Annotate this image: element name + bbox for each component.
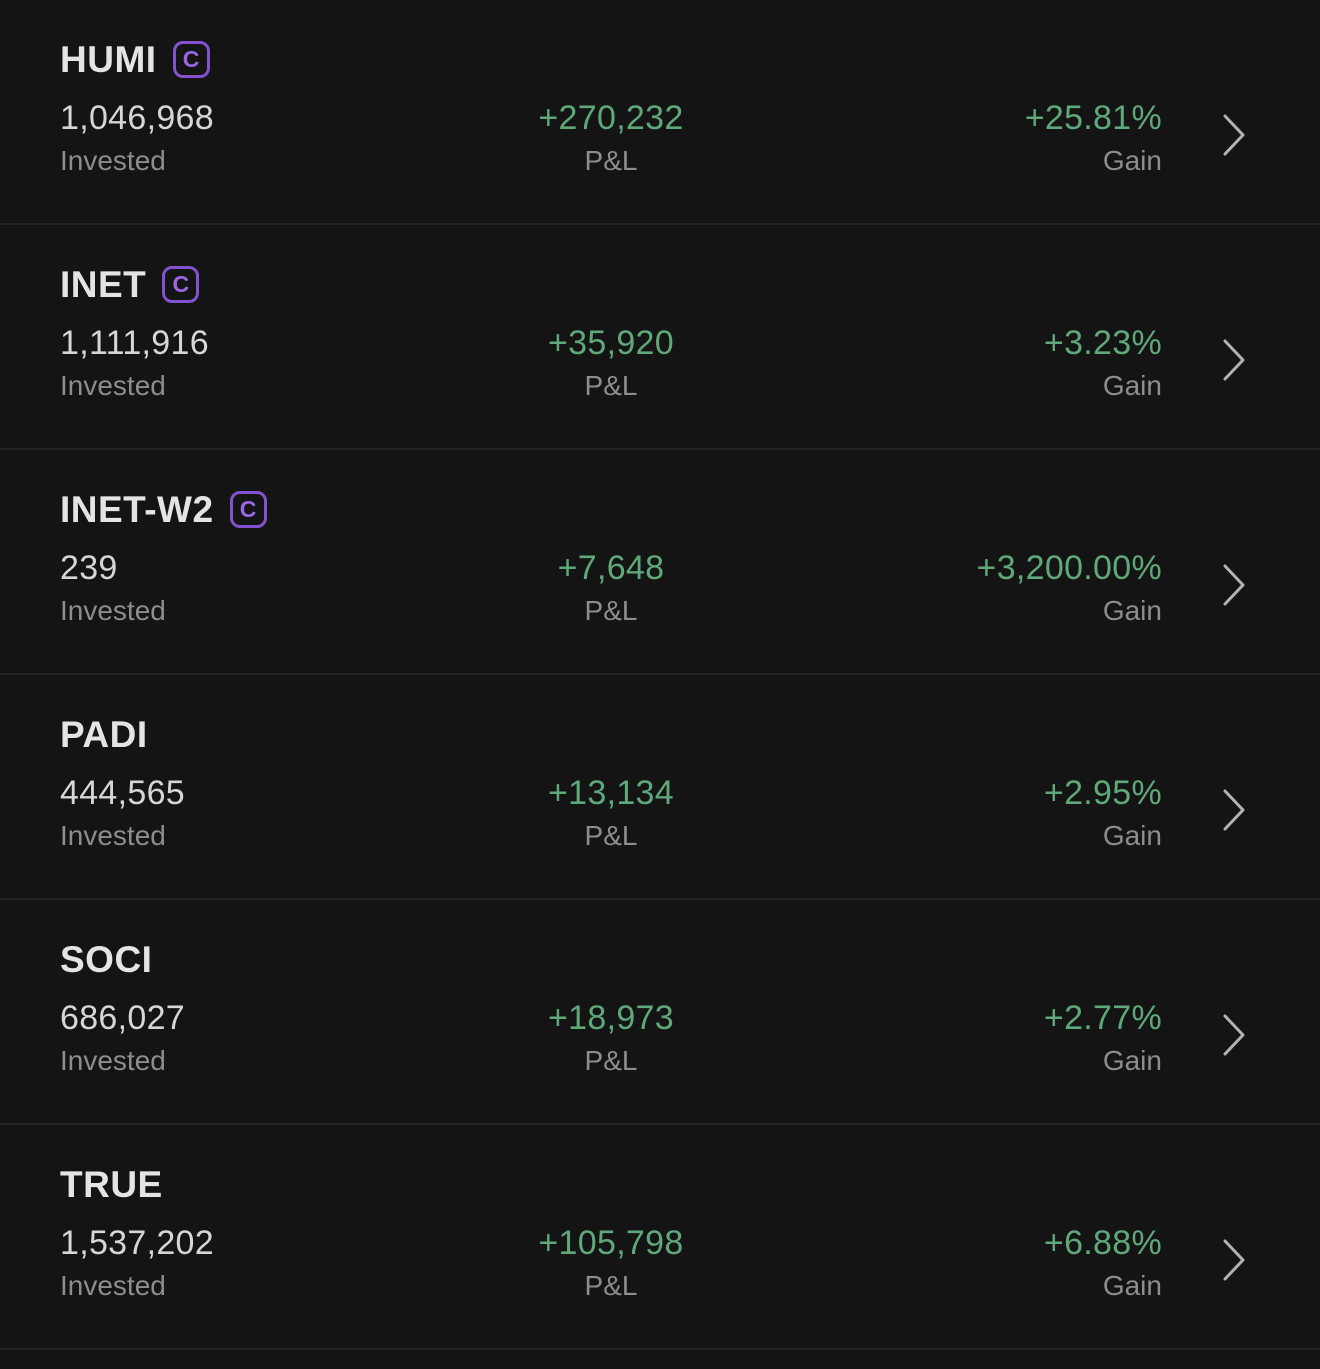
holding-stats: 239 Invested +7,648 P&L +3,200.00% Gain [0, 548, 1320, 627]
pnl-label: P&L [584, 370, 638, 401]
pnl-stat: +18,973 P&L [427, 998, 794, 1077]
invested-value: 686,027 [60, 999, 186, 1037]
gain-label: Gain [1102, 370, 1162, 401]
holding-stats: 686,027 Invested +18,973 P&L +2.77% Gain [0, 998, 1320, 1077]
ticker-line: INET C [60, 261, 1320, 307]
gain-value: +3,200.00% [976, 549, 1162, 587]
chevron-right-icon [1220, 562, 1248, 608]
holding-stats: 444,565 Invested +13,134 P&L +2.95% Gain [0, 773, 1320, 852]
invested-label: Invested [60, 370, 166, 401]
holding-stats: 1,111,916 Invested +35,920 P&L +3.23% Ga… [0, 323, 1320, 402]
pnl-value: +105,798 [538, 1224, 684, 1262]
holding-row[interactable]: TRUE 1,537,202 Invested +105,798 P&L +6.… [0, 1125, 1320, 1350]
conditional-c-badge-icon: C [162, 265, 200, 303]
gain-label: Gain [1102, 595, 1162, 626]
ticker-line: SOCI [60, 936, 1320, 982]
gain-label: Gain [1102, 1270, 1162, 1301]
ticker-symbol: PADI [60, 713, 148, 755]
invested-label: Invested [60, 595, 166, 626]
conditional-c-badge-icon: C [172, 40, 210, 78]
pnl-stat: +7,648 P&L [427, 548, 794, 627]
pnl-label: P&L [584, 1270, 638, 1301]
gain-label: Gain [1102, 1045, 1162, 1076]
chevron-right-icon [1220, 337, 1248, 383]
invested-label: Invested [60, 145, 166, 176]
invested-value: 1,046,968 [60, 99, 214, 137]
invested-stat: 239 Invested [60, 548, 427, 627]
gain-label: Gain [1102, 145, 1162, 176]
chevron-right-icon [1220, 1237, 1248, 1283]
pnl-stat: +105,798 P&L [427, 1223, 794, 1302]
invested-stat: 1,111,916 Invested [60, 323, 427, 402]
invested-value: 1,111,916 [60, 324, 209, 362]
gain-stat: +3.23% Gain [795, 323, 1162, 402]
invested-stat: 444,565 Invested [60, 773, 427, 852]
holding-row[interactable]: HUMI C 1,046,968 Invested +270,232 P&L +… [0, 0, 1320, 225]
invested-label: Invested [60, 1045, 166, 1076]
gain-stat: +3,200.00% Gain [795, 548, 1162, 627]
pnl-stat: +13,134 P&L [427, 773, 794, 852]
holding-row[interactable]: PADI 444,565 Invested +13,134 P&L +2.95%… [0, 675, 1320, 900]
pnl-value: +7,648 [557, 549, 665, 587]
pnl-label: P&L [584, 1045, 638, 1076]
holding-row[interactable]: INET-W2 C 239 Invested +7,648 P&L +3,200… [0, 450, 1320, 675]
gain-label: Gain [1102, 820, 1162, 851]
gain-stat: +6.88% Gain [795, 1223, 1162, 1302]
holding-stats: 1,046,968 Invested +270,232 P&L +25.81% … [0, 98, 1320, 177]
ticker-symbol: HUMI [60, 38, 157, 80]
holding-row[interactable]: SOCI 686,027 Invested +18,973 P&L +2.77%… [0, 900, 1320, 1125]
gain-value: +25.81% [1024, 99, 1162, 137]
invested-value: 239 [60, 549, 118, 587]
pnl-value: +270,232 [538, 99, 684, 137]
holding-row[interactable]: INET C 1,111,916 Invested +35,920 P&L +3… [0, 225, 1320, 450]
pnl-value: +35,920 [548, 324, 674, 362]
ticker-line: INET-W2 C [60, 486, 1320, 532]
pnl-label: P&L [584, 145, 638, 176]
gain-value: +3.23% [1043, 324, 1162, 362]
pnl-label: P&L [584, 595, 638, 626]
gain-stat: +25.81% Gain [795, 98, 1162, 177]
ticker-line: HUMI C [60, 36, 1320, 82]
chevron-right-icon [1220, 787, 1248, 833]
ticker-symbol: INET-W2 [60, 488, 214, 530]
ticker-line: PADI [60, 711, 1320, 757]
invested-stat: 1,046,968 Invested [60, 98, 427, 177]
gain-stat: +2.95% Gain [795, 773, 1162, 852]
gain-value: +2.95% [1043, 774, 1162, 812]
ticker-symbol: INET [60, 263, 147, 305]
ticker-line: TRUE [60, 1161, 1320, 1207]
ticker-symbol: TRUE [60, 1163, 163, 1205]
pnl-value: +18,973 [548, 999, 674, 1037]
invested-stat: 1,537,202 Invested [60, 1223, 427, 1302]
gain-stat: +2.77% Gain [795, 998, 1162, 1077]
holding-stats: 1,537,202 Invested +105,798 P&L +6.88% G… [0, 1223, 1320, 1302]
invested-value: 1,537,202 [60, 1224, 214, 1262]
chevron-right-icon [1220, 1012, 1248, 1058]
pnl-stat: +270,232 P&L [427, 98, 794, 177]
gain-value: +2.77% [1043, 999, 1162, 1037]
invested-stat: 686,027 Invested [60, 998, 427, 1077]
pnl-label: P&L [584, 820, 638, 851]
chevron-right-icon [1220, 112, 1248, 158]
ticker-symbol: SOCI [60, 938, 153, 980]
invested-label: Invested [60, 820, 166, 851]
conditional-c-badge-icon: C [229, 490, 267, 528]
invested-label: Invested [60, 1270, 166, 1301]
pnl-stat: +35,920 P&L [427, 323, 794, 402]
pnl-value: +13,134 [548, 774, 674, 812]
invested-value: 444,565 [60, 774, 186, 812]
gain-value: +6.88% [1043, 1224, 1162, 1262]
